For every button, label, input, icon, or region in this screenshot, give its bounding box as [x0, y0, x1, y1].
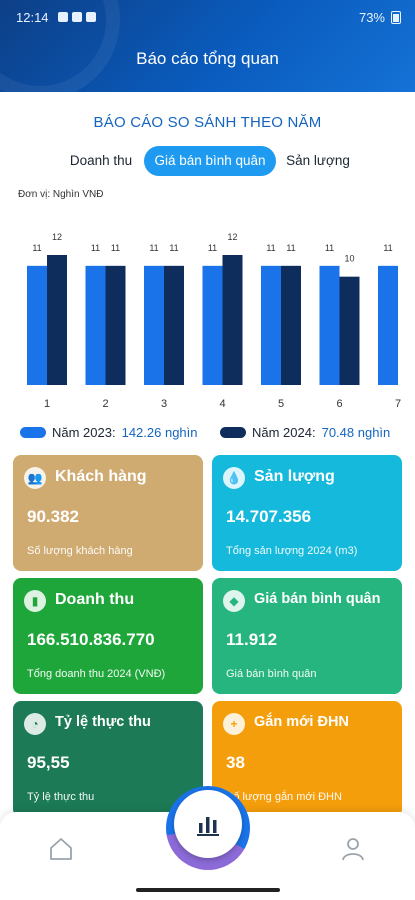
chart-legend: Năm 2023: 142.26 nghìn Năm 2024: 70.48 n… — [0, 425, 415, 445]
price-tag-icon: ◆ — [223, 590, 245, 612]
bar-năm-2023-7[interactable] — [378, 265, 398, 385]
bar-năm-2023-2[interactable] — [85, 265, 106, 385]
status-bar: 12:14 73% — [0, 10, 415, 28]
bar-value-label: 11 — [169, 243, 178, 253]
card-value: 90.382 — [27, 507, 79, 526]
card-volume[interactable]: 💧 Sản lượng 14.707.356 Tổng sản lượng 20… — [212, 455, 402, 571]
card-subtitle: Tổng sản lượng 2024 (m3) — [226, 545, 358, 557]
legend-item-2023: Năm 2023: 142.26 nghìn — [20, 425, 198, 440]
bar-năm-2023-4[interactable] — [202, 265, 223, 385]
bar-value-label: 11 — [32, 243, 41, 253]
section-title: BÁO CÁO SO SÁNH THEO NĂM — [93, 114, 322, 131]
home-icon[interactable] — [48, 836, 74, 862]
bar-value-label: 11 — [266, 243, 275, 253]
bar-value-label: 11 — [91, 243, 100, 253]
legend-label-2024: Năm 2024: — [252, 425, 316, 440]
card-subtitle: Giá bán bình quân — [226, 668, 317, 680]
legend-value-2023: 142.26 nghìn — [121, 425, 198, 440]
bar-năm-2023-1[interactable] — [27, 265, 47, 385]
bar-value-label: 11 — [325, 243, 334, 253]
legend-item-2024: Năm 2024: 70.48 nghìn — [220, 425, 390, 440]
legend-label-2023: Năm 2023: — [52, 425, 116, 440]
water-drop-icon: 💧 — [223, 467, 245, 489]
tab-volume[interactable]: Sản lượng — [286, 153, 350, 168]
card-collection-rate[interactable]: ◔ Tỷ lệ thực thu 95,55 Tỷ lệ thực thu — [13, 701, 203, 817]
bar-năm-2023-6[interactable] — [319, 265, 340, 385]
bar-chart-icon: ▮ — [24, 590, 46, 612]
gauge-icon: ◔ — [24, 713, 46, 735]
card-title: Sản lượng — [254, 468, 335, 485]
card-value: 38 — [226, 753, 245, 772]
bar-value-label: 12 — [52, 232, 62, 242]
card-value: 166.510.836.770 — [27, 630, 155, 649]
bar-năm-2024-1[interactable] — [47, 255, 67, 385]
card-title: Khách hàng — [55, 468, 147, 485]
app-header: 12:14 73% Báo cáo tổng quan — [0, 0, 415, 92]
card-average-price[interactable]: ◆ Giá bán bình quân 11.912 Giá bán bình … — [212, 578, 402, 694]
battery-percent: 73% — [358, 10, 385, 25]
bar-value-label: 11 — [111, 243, 120, 253]
card-subtitle: Số lượng khách hàng — [27, 545, 133, 557]
x-tick-label: 3 — [161, 398, 167, 410]
bar-năm-2024-5[interactable] — [281, 265, 301, 385]
card-title: Tỷ lệ thực thu — [55, 714, 151, 730]
bar-năm-2024-3[interactable] — [164, 265, 184, 385]
bar-value-label: 10 — [344, 254, 354, 264]
bar-value-label: 11 — [286, 243, 295, 253]
bar-value-label: 12 — [227, 232, 237, 242]
card-subtitle: Tỷ lệ thực thu — [27, 791, 95, 803]
card-value: 11.912 — [226, 630, 278, 649]
bar-chart-icon — [197, 817, 219, 836]
tab-revenue[interactable]: Doanh thu — [69, 153, 133, 168]
battery-icon — [391, 11, 401, 24]
bar-value-label: 11 — [383, 243, 392, 253]
legend-value-2024: 70.48 nghìn — [321, 425, 391, 440]
gesture-bar — [136, 888, 280, 892]
page-title: Báo cáo tổng quan — [136, 49, 279, 68]
card-title: Giá bán bình quân — [254, 591, 381, 607]
bar-value-label: 11 — [208, 243, 217, 253]
users-icon: 👥 — [24, 467, 46, 489]
card-subtitle: Số lượng gắn mới ĐHN — [226, 791, 342, 803]
plus-icon: + — [223, 713, 245, 735]
bar-value-label: 11 — [149, 243, 158, 253]
x-tick-label: 4 — [219, 398, 225, 410]
user-icon[interactable] — [340, 836, 366, 862]
status-right: 73% — [359, 10, 401, 25]
bar-năm-2024-4[interactable] — [222, 255, 243, 385]
bar-năm-2024-6[interactable] — [339, 276, 360, 385]
card-customers[interactable]: 👥 Khách hàng 90.382 Số lượng khách hàng — [13, 455, 203, 571]
bar-năm-2023-5[interactable] — [261, 265, 281, 385]
card-revenue[interactable]: ▮ Doanh thu 166.510.836.770 Tổng doanh t… — [13, 578, 203, 694]
bar-năm-2024-2[interactable] — [105, 265, 126, 385]
card-value: 95,55 — [27, 753, 70, 772]
card-subtitle: Tổng doanh thu 2024 (VNĐ) — [27, 668, 166, 680]
legend-swatch-2024 — [220, 427, 246, 438]
unit-label: Đơn vị: Nghìn VNĐ — [18, 189, 104, 200]
x-tick-label: 6 — [336, 398, 342, 410]
report-nav-button[interactable] — [174, 790, 242, 858]
bar-năm-2023-3[interactable] — [144, 265, 164, 385]
x-tick-label: 7 — [395, 398, 401, 410]
x-tick-label: 2 — [102, 398, 108, 410]
card-new-meters[interactable]: + Gắn mới ĐHN 38 Số lượng gắn mới ĐHN — [212, 701, 402, 817]
legend-swatch-2023 — [20, 427, 46, 438]
status-time: 12:14 — [16, 10, 49, 25]
card-value: 14.707.356 — [226, 507, 312, 526]
card-title: Gắn mới ĐHN — [254, 714, 349, 730]
chart-tabs: Doanh thu Giá bán bình quân Sản lượng — [0, 146, 415, 176]
x-tick-label: 5 — [278, 398, 284, 410]
x-tick-label: 1 — [44, 398, 50, 410]
card-title: Doanh thu — [55, 591, 135, 608]
notification-icons — [58, 12, 96, 22]
tab-average-price[interactable]: Giá bán bình quân — [144, 146, 276, 176]
